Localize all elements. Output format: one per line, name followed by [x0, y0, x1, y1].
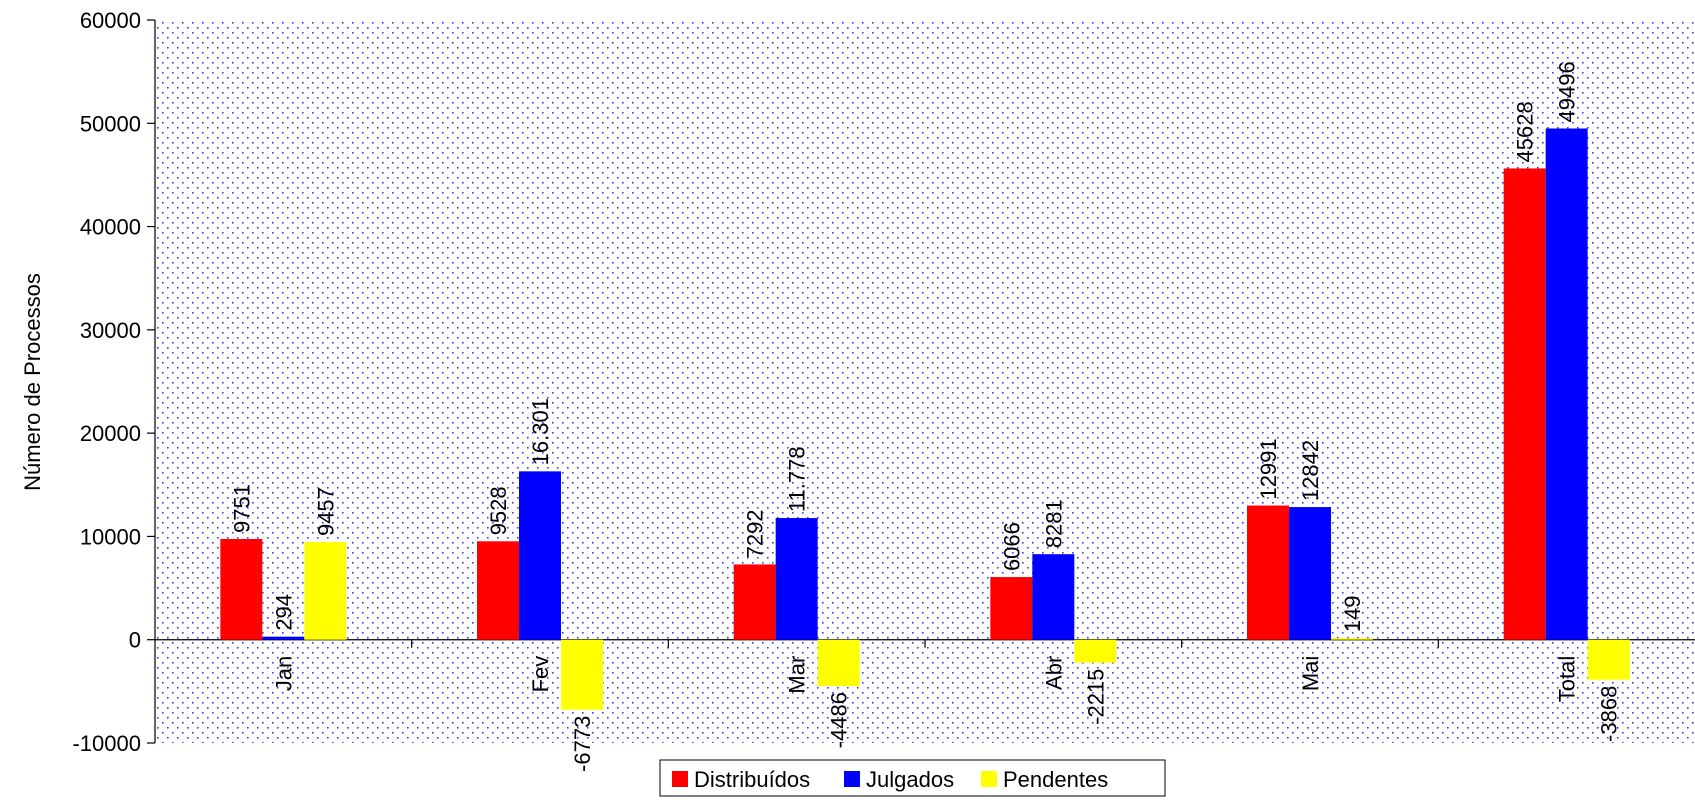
x-tick-label: Mai [1298, 656, 1323, 691]
legend-label: Pendentes [1003, 767, 1108, 792]
legend-swatch [672, 771, 688, 787]
legend: Distribuídos Julgados Pendentes [659, 759, 1166, 797]
data-label: 7292 [743, 509, 768, 558]
plot-area-background [155, 20, 1695, 743]
x-tick-label: Abr [1041, 656, 1066, 690]
axes: -10000 0 10000 20000 30000 40000 50000 60000 Jan… [72, 8, 1695, 756]
legend-box [659, 759, 1166, 797]
data-label: 12991 [1256, 438, 1281, 499]
legend-label: Distribuídos [694, 767, 810, 792]
data-label: 12842 [1298, 440, 1323, 501]
bar-pendentes-mai [1331, 638, 1373, 640]
bar-distribudos-abr [990, 577, 1033, 640]
bar-distribudos-mai [1247, 505, 1289, 640]
bar-julgados-fev [519, 471, 561, 640]
y-tick-label: 10000 [80, 524, 141, 549]
y-axis-label: Número de Processos [20, 273, 45, 491]
bar-distribudos-total [1503, 168, 1546, 640]
y-tick-label: 40000 [80, 215, 141, 240]
y-tick-label: 50000 [80, 111, 141, 136]
data-label: 6066 [999, 522, 1024, 571]
data-label: 9528 [486, 486, 511, 535]
bar-distribudos-fev [477, 541, 519, 640]
data-label: 9457 [313, 487, 338, 536]
y-tick-label: -10000 [72, 731, 141, 756]
y-tick-label: 0 [129, 628, 141, 653]
y-tick-label: 60000 [80, 8, 141, 33]
bar-julgados-mar [775, 518, 818, 640]
data-label: -3868 [1597, 686, 1622, 742]
data-label: -6773 [570, 716, 595, 772]
data-label: 11.778 [785, 446, 810, 512]
bar-distribudos-jan [220, 539, 263, 640]
data-label: 149 [1340, 595, 1365, 632]
bar-pendentes-total [1587, 639, 1630, 680]
y-tick-label: 20000 [80, 421, 141, 446]
x-tick-label: Jan [271, 656, 296, 691]
data-label: 294 [271, 594, 296, 631]
bar-pendentes-abr [1074, 639, 1117, 663]
bars [220, 128, 1630, 710]
bar-pendentes-fev [561, 639, 603, 710]
bar-distribudos-mar [733, 564, 776, 640]
data-label: 8281 [1041, 499, 1066, 548]
data-label: 9751 [229, 484, 254, 533]
bar-julgados-mai [1289, 507, 1331, 640]
legend-swatch [981, 771, 997, 787]
data-labels: 9751 294 9457 9528 16.301 -6773 7292 11.778 -448… [229, 61, 1621, 772]
x-tick-label: Total [1555, 656, 1580, 702]
data-label: -2215 [1083, 669, 1108, 725]
bar-pendentes-mar [817, 639, 860, 687]
data-label: -4486 [827, 692, 852, 748]
bar-pendentes-jan [304, 542, 347, 640]
x-tick-label: Fev [528, 656, 553, 693]
bar-julgados-jan [262, 636, 305, 640]
bar-julgados-total [1545, 128, 1588, 640]
data-label: 16.301 [528, 398, 553, 465]
legend-label: Julgados [866, 767, 954, 792]
bar-julgados-abr [1032, 554, 1075, 640]
data-label: 49496 [1555, 61, 1580, 122]
data-label: 45628 [1513, 101, 1538, 162]
legend-swatch [844, 771, 860, 787]
x-tick-label: Mar [785, 656, 810, 694]
y-tick-label: 30000 [80, 318, 141, 343]
